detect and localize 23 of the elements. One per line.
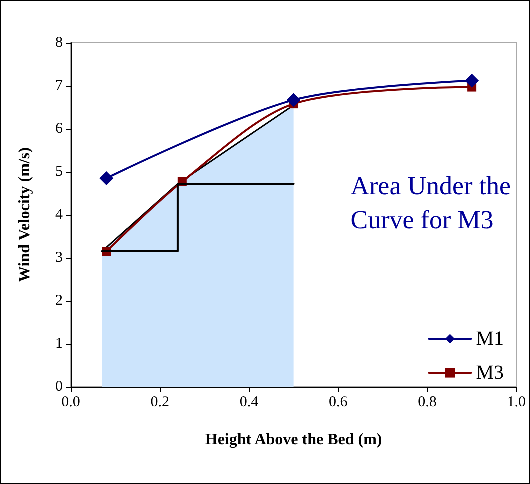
y-tick-label: 2 bbox=[56, 293, 63, 309]
y-tick-label: 6 bbox=[56, 121, 64, 137]
y-tick-label: 1 bbox=[56, 336, 63, 352]
x-tick-label: 0.2 bbox=[150, 394, 170, 410]
legend-label: M3 bbox=[476, 362, 504, 384]
x-tick-label: 0.8 bbox=[418, 394, 437, 410]
point bbox=[100, 171, 114, 186]
y-axis-title: Wind Velocity (m/s) bbox=[16, 148, 34, 282]
y-tick-label: 7 bbox=[56, 78, 64, 94]
x-tick-label: 0.6 bbox=[329, 394, 348, 410]
x-tick-label: 1.0 bbox=[507, 394, 526, 410]
y-tick-label: 0 bbox=[56, 379, 63, 395]
x-tick-label: 0.4 bbox=[240, 394, 260, 410]
x-tick-label: 0.0 bbox=[62, 394, 80, 410]
point bbox=[465, 74, 480, 88]
point bbox=[286, 93, 301, 108]
x-axis-title: Height Above the Bed (m) bbox=[205, 432, 382, 448]
y-tick-label: 5 bbox=[56, 164, 63, 180]
y-tick-label: 3 bbox=[56, 250, 63, 266]
annotation: Area Under the Curve for M3 bbox=[350, 172, 512, 234]
y-tick-label: 8 bbox=[56, 35, 63, 51]
y-tick-label: 4 bbox=[56, 207, 64, 223]
legend-label: M1 bbox=[476, 328, 504, 350]
